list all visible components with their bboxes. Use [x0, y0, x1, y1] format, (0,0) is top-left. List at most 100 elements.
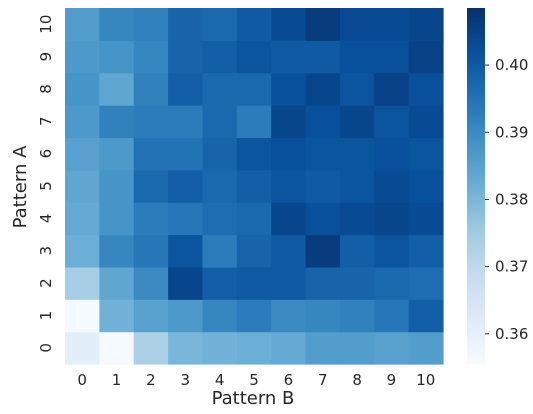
heatmap-cell	[305, 72, 341, 106]
heatmap-cell	[236, 72, 272, 106]
x-axis-label: Pattern B	[212, 388, 295, 409]
heatmap-cell	[408, 234, 444, 268]
heatmap-cell	[236, 266, 272, 300]
y-axis-label: Pattern A	[10, 145, 31, 228]
x-tick-label: 7	[318, 371, 328, 389]
y-tick-label: 8	[37, 84, 55, 94]
heatmap-cell	[99, 202, 135, 236]
colorbar-tick-label: 0.39	[495, 123, 528, 141]
y-tick-label: 7	[37, 116, 55, 126]
heatmap-cell	[168, 299, 204, 333]
heatmap-cell	[374, 72, 410, 106]
heatmap-cell	[271, 8, 307, 41]
heatmap-cell	[99, 105, 135, 139]
heatmap-cell	[99, 40, 135, 74]
heatmap-cell	[374, 202, 410, 236]
heatmap-cell	[168, 137, 204, 171]
heatmap-cell	[305, 169, 341, 203]
heatmap-cell	[168, 8, 204, 41]
heatmap-cell	[133, 299, 169, 333]
heatmap-cell	[133, 234, 169, 268]
heatmap-cell	[65, 202, 100, 236]
y-tick-labels: 0 1 2 3 4 5 6 7 8 9 10	[37, 15, 55, 353]
heatmap-cell	[133, 266, 169, 300]
heatmap-cell	[339, 72, 375, 106]
y-tick-label: 0	[37, 343, 55, 353]
heatmap-cell	[236, 299, 272, 333]
heatmap-cell	[168, 234, 204, 268]
heatmap-cell	[202, 234, 238, 268]
y-tick-label: 3	[37, 246, 55, 256]
heatmap-cell	[65, 72, 100, 106]
heatmap-cells	[65, 8, 444, 365]
heatmap-cell	[236, 40, 272, 74]
heatmap-cell	[99, 72, 135, 106]
heatmap-cell	[339, 266, 375, 300]
x-tick-label: 3	[180, 371, 190, 389]
heatmap-cell	[65, 299, 100, 333]
heatmap-cell	[168, 266, 204, 300]
heatmap-cell	[133, 169, 169, 203]
heatmap-cell	[99, 266, 135, 300]
heatmap-cell	[374, 105, 410, 139]
heatmap-cell	[133, 72, 169, 106]
heatmap-cell	[305, 202, 341, 236]
heatmap-cell	[133, 202, 169, 236]
heatmap-cell	[374, 331, 410, 365]
heatmap-cell	[271, 234, 307, 268]
x-tick-labels: 0 1 2 3 4 5 6 7 8 9 10	[77, 371, 435, 389]
heatmap-cell	[236, 202, 272, 236]
heatmap-cell	[408, 331, 444, 365]
y-tick-label: 10	[37, 15, 55, 34]
heatmap-cell	[236, 234, 272, 268]
heatmap-cell	[374, 234, 410, 268]
heatmap-cell	[305, 299, 341, 333]
heatmap-cell	[202, 266, 238, 300]
heatmap-cell	[65, 40, 100, 74]
heatmap-cell	[271, 331, 307, 365]
heatmap-cell	[339, 8, 375, 41]
heatmap-cell	[408, 40, 444, 74]
heatmap-cell	[271, 105, 307, 139]
heatmap-cell	[133, 40, 169, 74]
heatmap-cell	[374, 137, 410, 171]
x-tick-label: 6	[284, 371, 294, 389]
heatmap-cell	[339, 137, 375, 171]
heatmap-cell	[65, 8, 100, 41]
x-tick-label: 1	[112, 371, 122, 389]
heatmap-cell	[65, 266, 100, 300]
x-tick-label: 9	[387, 371, 397, 389]
heatmap-cell	[408, 299, 444, 333]
heatmap-cell	[202, 202, 238, 236]
heatmap-cell	[65, 331, 100, 365]
heatmap-cell	[202, 299, 238, 333]
heatmap-cell	[202, 105, 238, 139]
heatmap-cell	[271, 299, 307, 333]
colorbar-tick-label: 0.37	[495, 258, 528, 276]
heatmap-cell	[305, 266, 341, 300]
y-tick-label: 5	[37, 181, 55, 191]
heatmap-cell	[99, 137, 135, 171]
heatmap-cell	[99, 331, 135, 365]
heatmap-cell	[374, 40, 410, 74]
heatmap-cell	[339, 234, 375, 268]
heatmap-cell	[133, 105, 169, 139]
heatmap-cell	[168, 105, 204, 139]
heatmap-cell	[99, 169, 135, 203]
heatmap-cell	[339, 331, 375, 365]
heatmap-cell	[408, 169, 444, 203]
heatmap-cell	[271, 202, 307, 236]
heatmap-cell	[236, 8, 272, 41]
heatmap-cell	[305, 8, 341, 41]
y-tick-label: 2	[37, 278, 55, 288]
heatmap-cell	[305, 137, 341, 171]
heatmap-cell	[374, 266, 410, 300]
heatmap-cell	[339, 299, 375, 333]
heatmap-cell	[133, 331, 169, 365]
heatmap-cell	[339, 40, 375, 74]
heatmap-cell	[236, 137, 272, 171]
colorbar	[467, 8, 485, 364]
heatmap-cell	[202, 72, 238, 106]
heatmap-cell	[168, 169, 204, 203]
